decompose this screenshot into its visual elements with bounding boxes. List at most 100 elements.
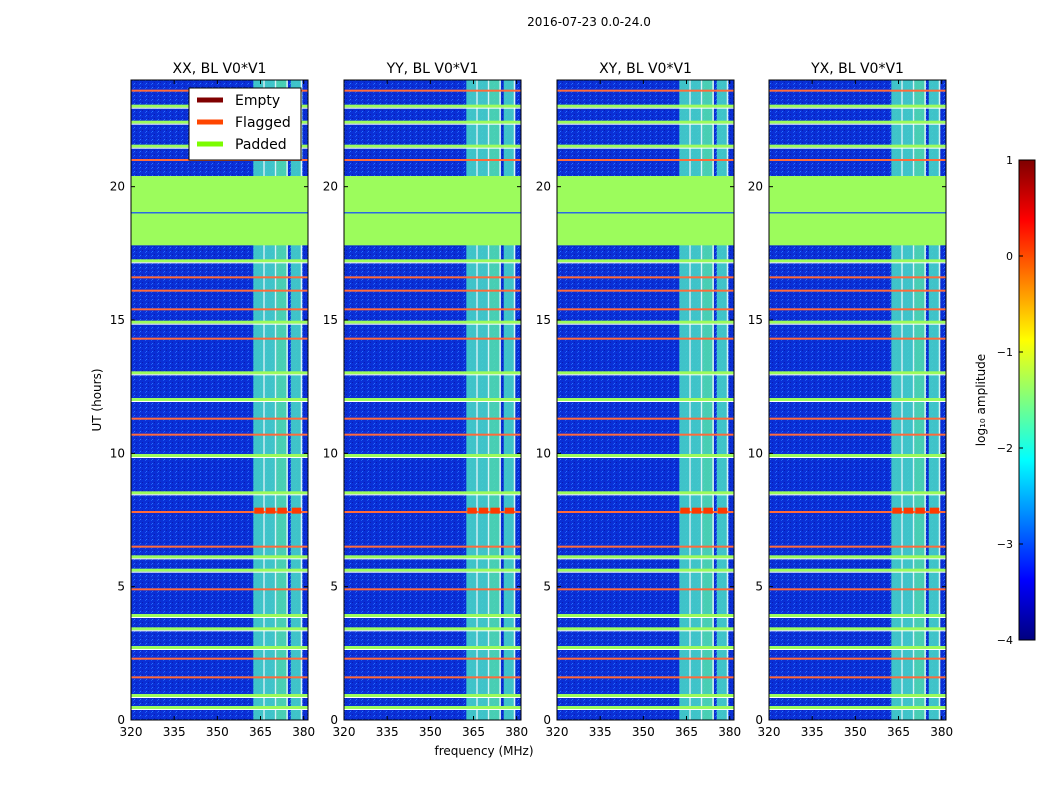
panel-1: XX, BL V0*V1 320 335 350 365 380 0 5 10 15 20 [110, 61, 315, 739]
colorbar: 1 0 −1 −2 −3 −4 [997, 154, 1036, 647]
flagged-row [344, 588, 521, 591]
x-tick-label: 350 [206, 725, 229, 739]
flagged-row [131, 289, 308, 292]
padded-row [557, 646, 734, 649]
rfi-hotspot [892, 507, 902, 514]
padded-row-edge [131, 709, 308, 710]
rfi-hotspot [680, 507, 690, 514]
colorbar-tick-label: −3 [997, 538, 1013, 551]
padded-row [769, 104, 946, 108]
y-tick-label: 5 [543, 580, 551, 594]
padded-row [344, 398, 521, 401]
panel-title: YX, BL V0*V1 [810, 61, 904, 77]
x-tick-label: 365 [887, 725, 910, 739]
flagged-row [557, 289, 734, 292]
flagged-row [344, 308, 521, 311]
flagged-row [131, 433, 308, 436]
padded-row-edge [131, 617, 308, 618]
padded-row [769, 694, 946, 697]
padded-row [131, 320, 308, 324]
padded-row [344, 568, 521, 572]
padded-row [557, 627, 734, 631]
padded-row-edge [344, 107, 521, 109]
padded-row-edge [557, 401, 734, 402]
padded-row [769, 568, 946, 572]
padded-row-edge [769, 147, 946, 149]
padded-row-edge [769, 558, 946, 560]
y-tick-label: 20 [323, 180, 338, 194]
padded-row [557, 706, 734, 709]
padded-row-edge [769, 494, 946, 496]
padded-row [769, 120, 946, 124]
y-tick-label: 5 [755, 580, 763, 594]
padded-block [344, 176, 521, 246]
padded-row-edge [769, 123, 946, 125]
padded-row [769, 454, 946, 457]
x-tick-label: 320 [546, 725, 569, 739]
padded-row [769, 491, 946, 495]
padded-block-gap [769, 212, 946, 214]
padded-row-edge [769, 374, 946, 376]
flagged-row [557, 657, 734, 660]
x-tick-label: 380 [718, 725, 741, 739]
flagged-row [769, 89, 946, 92]
flagged-row [769, 676, 946, 679]
y-axis-label: UT (hours) [90, 368, 104, 431]
y-tick-label: 5 [117, 580, 125, 594]
x-tick-label: 350 [632, 725, 655, 739]
flagged-row [557, 159, 734, 161]
flagged-row [769, 289, 946, 292]
padded-row-edge [557, 107, 734, 109]
padded-row [131, 454, 308, 457]
padded-row [557, 259, 734, 263]
rfi-hotspot [277, 507, 287, 514]
x-tick-label: 350 [419, 725, 442, 739]
flagged-row [131, 676, 308, 679]
padded-row [131, 694, 308, 697]
legend-label-flagged: Flagged [235, 115, 291, 131]
flagged-row [344, 159, 521, 161]
padded-row-edge [344, 571, 521, 573]
x-tick-label: 380 [292, 725, 315, 739]
padded-row-edge [344, 494, 521, 496]
y-tick-label: 15 [110, 313, 125, 327]
padded-row-edge [344, 457, 521, 458]
colorbar-tick-label: 0 [1006, 250, 1013, 263]
padded-block [769, 176, 946, 246]
padded-row [769, 627, 946, 631]
padded-row [344, 614, 521, 617]
padded-row [344, 555, 521, 559]
flagged-row [131, 511, 308, 513]
legend-label-empty: Empty [235, 93, 280, 109]
flagged-row [557, 676, 734, 679]
padded-row [557, 371, 734, 375]
flagged-row [344, 276, 521, 279]
padded-row [131, 568, 308, 572]
rfi-hotspot [478, 507, 489, 514]
flagged-row [131, 337, 308, 340]
padded-row [769, 259, 946, 263]
rfi-hotspot [254, 507, 264, 514]
rfi-hotspot [929, 507, 940, 514]
padded-row [131, 491, 308, 495]
padded-row [557, 614, 734, 617]
rfi-hotspot [915, 507, 925, 514]
panel-frame [130, 79, 309, 721]
flagged-row [131, 417, 308, 420]
flagged-row [344, 433, 521, 436]
padded-row-edge [557, 617, 734, 618]
flagged-row [769, 545, 946, 548]
padded-block [557, 176, 734, 246]
flagged-row [769, 337, 946, 340]
y-tick-label: 0 [543, 713, 551, 727]
padded-row-edge [557, 374, 734, 376]
padded-block [131, 176, 308, 246]
padded-row-edge [769, 630, 946, 632]
flagged-row [344, 417, 521, 420]
padded-row-edge [769, 571, 946, 573]
x-tick-label: 380 [505, 725, 528, 739]
padded-row-edge [557, 323, 734, 325]
padded-row-edge [344, 323, 521, 325]
flagged-row [769, 159, 946, 161]
